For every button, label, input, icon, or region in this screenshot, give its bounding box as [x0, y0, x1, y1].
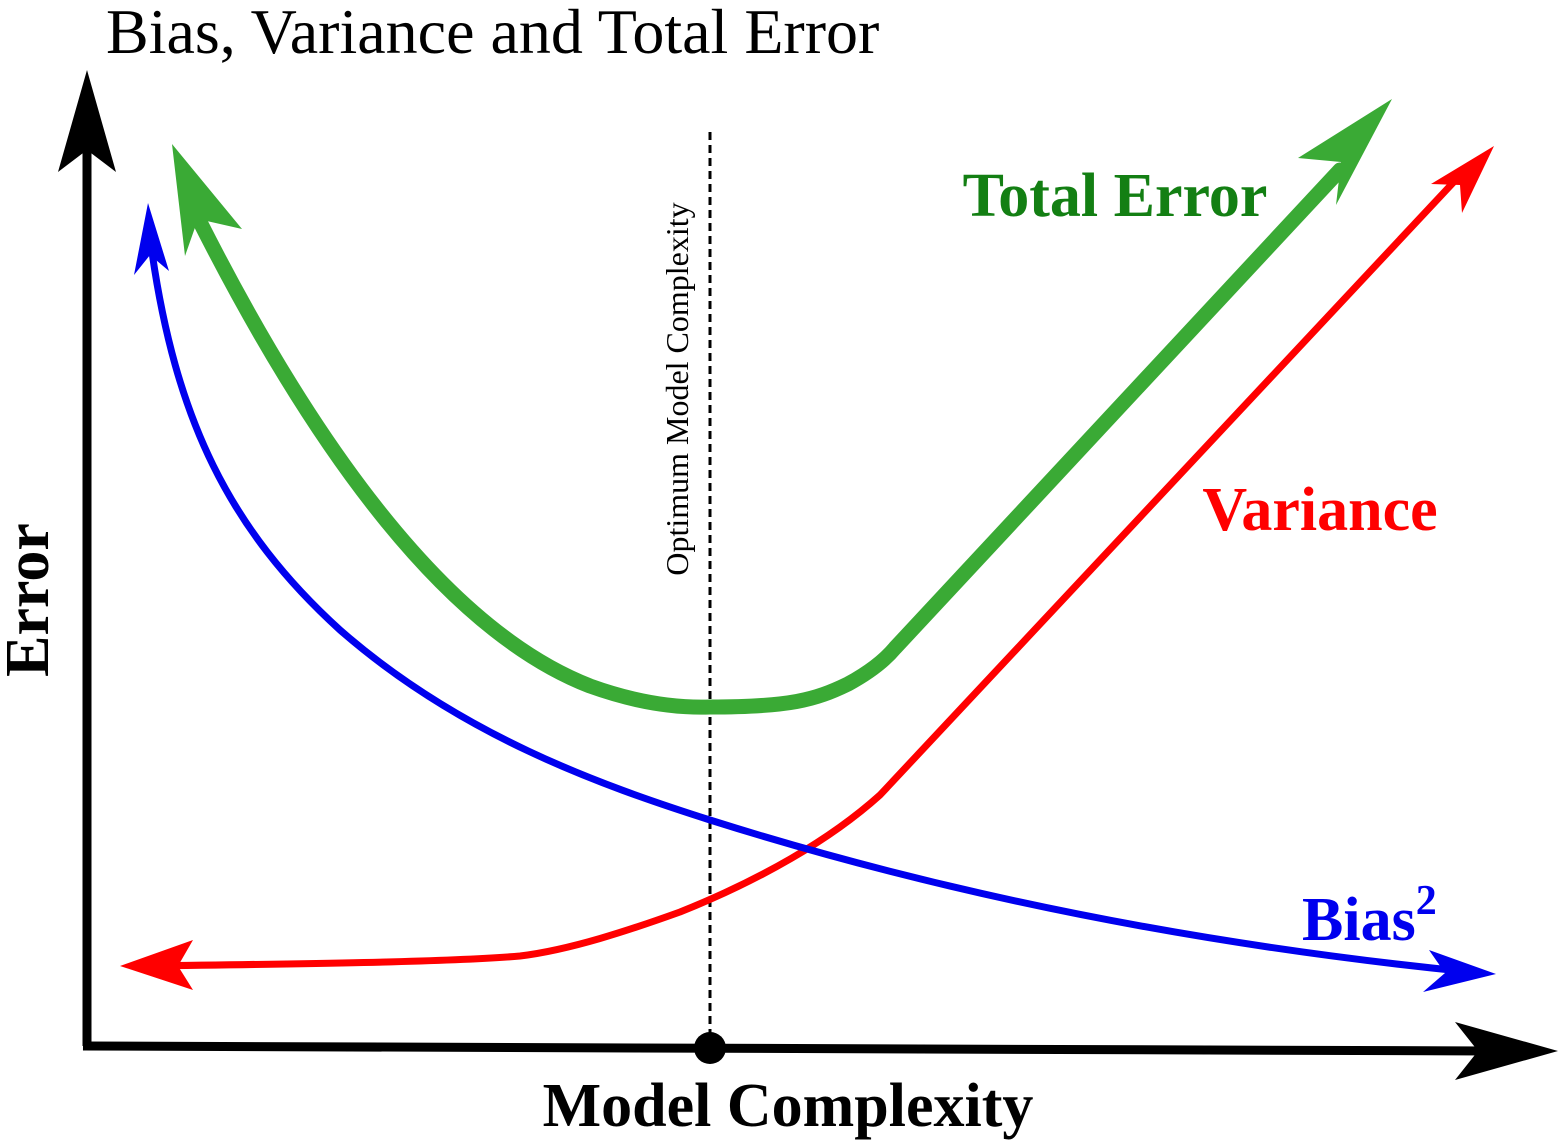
bias-arrow-start-icon — [134, 203, 169, 275]
total-error-label: Total Error — [963, 162, 1268, 230]
bias-label-superscript: 2 — [1416, 878, 1437, 924]
y-axis-arrow-icon — [58, 70, 116, 172]
total-error-arrow-end-icon — [1298, 99, 1392, 205]
chart-title: Bias, Variance and Total Error — [106, 0, 879, 67]
x-axis-arrow-icon — [1455, 1022, 1558, 1080]
y-axis — [58, 70, 116, 1046]
x-axis — [82, 1022, 1558, 1080]
variance-label: Variance — [1202, 476, 1437, 544]
total-error-curve — [172, 99, 1392, 715]
y-axis-label: Error — [0, 523, 62, 677]
total-error-arrow-start-icon — [172, 144, 242, 256]
x-axis-label: Model Complexity — [543, 1072, 1034, 1140]
bias-label: Bias2 — [1302, 878, 1437, 954]
optimum-label: Optimum Model Complexity — [659, 202, 695, 575]
variance-curve — [120, 146, 1494, 990]
bias-arrow-end-icon — [1423, 950, 1496, 992]
variance-arrow-end-icon — [1431, 146, 1494, 213]
bias-curve — [134, 203, 1496, 992]
optimum-point — [694, 1032, 726, 1064]
bias-label-text: Bias — [1302, 886, 1416, 954]
variance-arrow-start-icon — [120, 940, 193, 990]
